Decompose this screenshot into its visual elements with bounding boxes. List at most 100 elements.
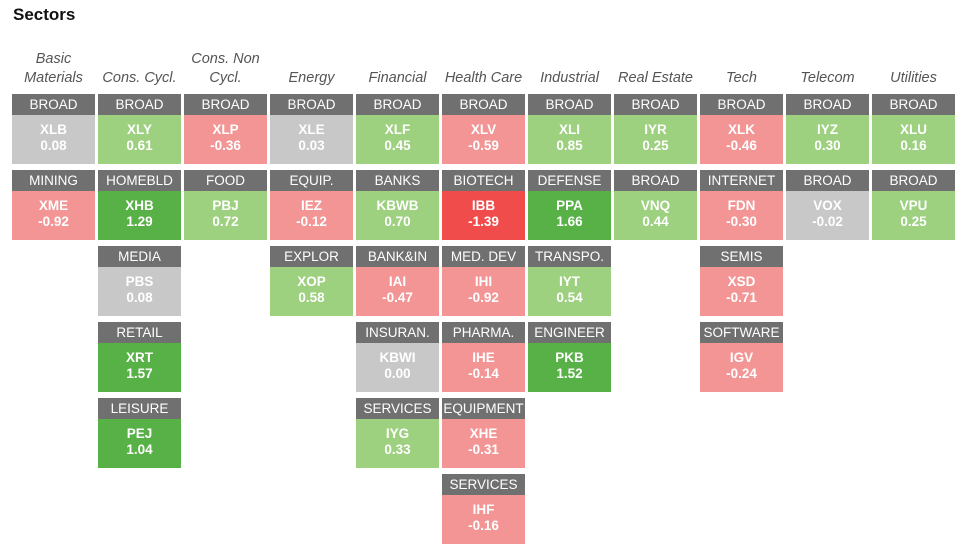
etf-tile[interactable]: MEDIA PBS 0.08 [98,246,181,316]
etf-tile[interactable]: DEFENSE PPA 1.66 [528,170,611,240]
etf-change: 0.44 [642,214,669,229]
etf-ticker: XLK [728,122,755,137]
etf-tile[interactable]: BROAD VNQ 0.44 [614,170,697,240]
etf-tile-label: BROAD [442,94,525,115]
etf-tile[interactable]: TRANSPO. IYT 0.54 [528,246,611,316]
etf-ticker: XLE [298,122,325,137]
sector-header: Energy [288,70,335,86]
etf-tile-body: XLE 0.03 [270,115,353,164]
etf-change: 0.30 [814,138,841,153]
etf-tile-body: XOP 0.58 [270,267,353,316]
etf-tile[interactable]: INSURAN. KBWI 0.00 [356,322,439,392]
etf-ticker: PBJ [212,198,239,213]
etf-tile-label: INSURAN. [356,322,439,343]
etf-tile-label: BIOTECH [442,170,525,191]
etf-tile[interactable]: BROAD XLP -0.36 [184,94,267,164]
etf-tile-label: BROAD [614,94,697,115]
etf-tile[interactable]: INTERNET FDN -0.30 [700,170,783,240]
etf-change: 0.00 [384,366,411,381]
etf-tile[interactable]: PHARMA. IHE -0.14 [442,322,525,392]
etf-tile-body: XHB 1.29 [98,191,181,240]
etf-change: -0.46 [726,138,757,153]
etf-change: -0.12 [296,214,327,229]
etf-tile[interactable]: RETAIL XRT 1.57 [98,322,181,392]
etf-change: -0.31 [468,442,499,457]
etf-tile[interactable]: SERVICES IHF -0.16 [442,474,525,544]
etf-tile[interactable]: BROAD IYR 0.25 [614,94,697,164]
etf-ticker: PBS [125,274,154,289]
etf-change: 0.25 [642,138,669,153]
etf-ticker: PEJ [126,426,153,441]
etf-tile[interactable]: BROAD XLU 0.16 [872,94,955,164]
etf-tile[interactable]: SOFTWARE IGV -0.24 [700,322,783,392]
etf-ticker: IHE [472,350,495,365]
etf-tile[interactable]: SEMIS XSD -0.71 [700,246,783,316]
etf-change: 1.57 [126,366,153,381]
etf-tile[interactable]: EXPLOR XOP 0.58 [270,246,353,316]
etf-tile-label: HOMEBLD [98,170,181,191]
etf-ticker: IYZ [816,122,838,137]
etf-change: -0.36 [210,138,241,153]
etf-tile[interactable]: HOMEBLD XHB 1.29 [98,170,181,240]
etf-tile-body: XLV -0.59 [442,115,525,164]
sector-header: Health Care [444,70,523,86]
sector-header: Cons. Non Cycl. [191,51,260,86]
etf-tile[interactable]: BROAD XLK -0.46 [700,94,783,164]
etf-ticker: XOP [297,274,326,289]
etf-tile-body: KBWB 0.70 [356,191,439,240]
etf-tile[interactable]: MINING XME -0.92 [12,170,95,240]
etf-tile-body: PBS 0.08 [98,267,181,316]
etf-ticker: IBB [471,198,496,213]
etf-tile[interactable]: FOOD PBJ 0.72 [184,170,267,240]
etf-tile-label: BROAD [700,94,783,115]
etf-tile-body: VOX -0.02 [786,191,869,240]
sector-header: Basic Materials [24,51,83,86]
etf-change: -0.92 [468,290,499,305]
etf-tile-label: BANKS [356,170,439,191]
etf-tile-label: BANK&IN [356,246,439,267]
etf-tile[interactable]: LEISURE PEJ 1.04 [98,398,181,468]
etf-tile-label: BROAD [872,170,955,191]
sector-header: Industrial [540,70,599,86]
etf-change: 1.29 [126,214,153,229]
etf-tile[interactable]: BROAD XLV -0.59 [442,94,525,164]
etf-tile[interactable]: EQUIP. IEZ -0.12 [270,170,353,240]
etf-tile[interactable]: BROAD IYZ 0.30 [786,94,869,164]
etf-tile-label: BROAD [356,94,439,115]
etf-change: -0.30 [726,214,757,229]
etf-tile-body: IEZ -0.12 [270,191,353,240]
etf-tile-label: SERVICES [356,398,439,419]
etf-tile[interactable]: SERVICES IYG 0.33 [356,398,439,468]
etf-tile[interactable]: BROAD XLF 0.45 [356,94,439,164]
etf-tile-body: XLB 0.08 [12,115,95,164]
sector-header: Utilities [890,70,937,86]
etf-tile-body: XLP -0.36 [184,115,267,164]
etf-ticker: IYR [644,122,667,137]
etf-tile-label: BROAD [270,94,353,115]
etf-ticker: IYT [558,274,580,289]
etf-tile[interactable]: ENGINEER PKB 1.52 [528,322,611,392]
etf-change: -1.39 [468,214,499,229]
page-title: Sectors [13,5,76,24]
etf-tile-label: FOOD [184,170,267,191]
etf-tile[interactable]: EQUIPMENT XHE -0.31 [442,398,525,468]
etf-ticker: XLI [558,122,580,137]
etf-tile[interactable]: BIOTECH IBB -1.39 [442,170,525,240]
etf-tile[interactable]: MED. DEV IHI -0.92 [442,246,525,316]
etf-tile-label: EQUIPMENT [442,398,525,419]
etf-tile[interactable]: BROAD VOX -0.02 [786,170,869,240]
etf-tile[interactable]: BANKS KBWB 0.70 [356,170,439,240]
etf-ticker: VNQ [640,198,671,213]
etf-tile[interactable]: BROAD XLE 0.03 [270,94,353,164]
etf-tile[interactable]: BROAD VPU 0.25 [872,170,955,240]
etf-tile-body: XME -0.92 [12,191,95,240]
etf-tile[interactable]: BROAD XLY 0.61 [98,94,181,164]
etf-change: -0.59 [468,138,499,153]
etf-change: 0.03 [298,138,325,153]
etf-tile[interactable]: BROAD XLB 0.08 [12,94,95,164]
etf-ticker: XLY [126,122,153,137]
etf-tile[interactable]: BROAD XLI 0.85 [528,94,611,164]
etf-change: 1.04 [126,442,153,457]
etf-tile-body: XLK -0.46 [700,115,783,164]
etf-tile[interactable]: BANK&IN IAI -0.47 [356,246,439,316]
